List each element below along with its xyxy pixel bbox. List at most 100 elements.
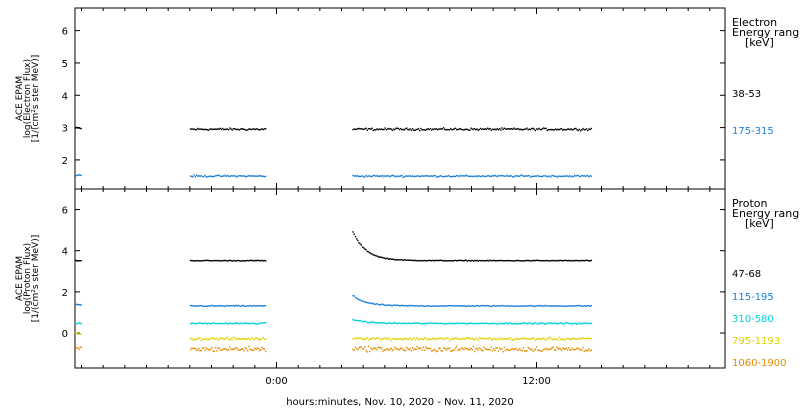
data-point — [470, 175, 472, 177]
data-point — [434, 259, 436, 262]
data-point — [255, 305, 257, 307]
data-point — [198, 322, 200, 324]
data-point — [508, 175, 510, 177]
data-point — [432, 128, 434, 130]
data-point — [200, 322, 202, 325]
data-point — [496, 128, 498, 130]
data-point — [194, 348, 196, 350]
data-point — [502, 128, 504, 131]
data-point — [465, 337, 467, 340]
data-point — [582, 322, 584, 325]
data-point — [531, 175, 533, 178]
data-point — [543, 260, 545, 262]
data-point — [447, 174, 450, 177]
data-point — [477, 129, 479, 131]
data-point — [448, 129, 451, 131]
data-point — [465, 128, 467, 131]
data-point — [243, 338, 245, 340]
data-point — [235, 322, 237, 324]
proton-legend-title: Energy range — [732, 207, 800, 220]
data-point — [515, 305, 517, 307]
data-point — [456, 345, 458, 348]
data-point — [578, 260, 581, 262]
data-point — [402, 259, 404, 262]
data-point — [377, 346, 379, 348]
data-point — [486, 322, 489, 325]
data-point — [369, 321, 371, 323]
data-point — [484, 322, 487, 325]
data-point — [496, 337, 498, 340]
data-point — [566, 338, 569, 340]
data-point — [210, 128, 212, 130]
data-point — [534, 259, 537, 262]
data-point — [206, 176, 208, 178]
data-point — [235, 175, 237, 177]
data-point — [257, 347, 260, 350]
data-point — [515, 323, 517, 325]
data-point — [452, 260, 454, 262]
data-point — [447, 323, 450, 325]
data-point — [532, 322, 534, 325]
data-point — [256, 305, 258, 307]
data-point — [498, 175, 501, 177]
data-point — [398, 322, 401, 324]
data-point — [513, 348, 515, 350]
data-point — [360, 337, 363, 340]
data-point — [411, 259, 414, 262]
data-point — [77, 174, 79, 176]
data-point — [559, 305, 562, 307]
data-point — [584, 322, 587, 324]
data-point — [367, 175, 370, 177]
data-point — [513, 323, 515, 325]
xtick-label: 0:00 — [265, 376, 287, 387]
data-point — [495, 339, 497, 341]
data-point — [196, 260, 199, 262]
data-point — [498, 259, 501, 262]
data-point — [540, 350, 543, 352]
data-point — [250, 305, 253, 307]
data-point — [460, 175, 463, 177]
data-point — [358, 298, 360, 301]
data-point — [235, 347, 237, 349]
data-point — [454, 127, 457, 130]
data-point — [523, 128, 526, 130]
data-point — [222, 175, 224, 177]
data-point — [562, 305, 564, 307]
data-point — [587, 259, 589, 262]
data-point — [206, 348, 208, 350]
data-point — [504, 322, 507, 324]
data-point — [533, 305, 535, 308]
data-point — [397, 304, 400, 307]
data-point — [494, 305, 496, 307]
data-point — [254, 175, 256, 177]
data-point — [218, 347, 220, 349]
data-point — [472, 338, 475, 341]
data-point — [489, 322, 491, 325]
data-point — [238, 129, 241, 131]
data-point — [355, 175, 358, 177]
data-point — [231, 322, 233, 325]
data-point — [236, 259, 238, 262]
data-point — [386, 348, 389, 350]
data-point — [512, 338, 514, 341]
data-point — [452, 337, 454, 340]
data-point — [256, 128, 258, 130]
data-point — [445, 129, 447, 131]
data-point — [211, 175, 213, 178]
data-point — [192, 322, 194, 325]
data-point — [427, 128, 429, 130]
data-point — [251, 322, 254, 324]
data-point — [370, 302, 372, 304]
data-point — [560, 127, 563, 130]
data-point — [502, 322, 504, 325]
data-point — [421, 129, 423, 131]
data-point — [506, 305, 508, 307]
data-point — [486, 175, 489, 177]
data-point — [410, 304, 413, 307]
data-point — [478, 347, 481, 349]
data-point — [453, 322, 456, 325]
data-point — [504, 175, 507, 177]
data-point — [545, 305, 547, 307]
data-point — [237, 175, 239, 177]
data-point — [229, 346, 231, 348]
